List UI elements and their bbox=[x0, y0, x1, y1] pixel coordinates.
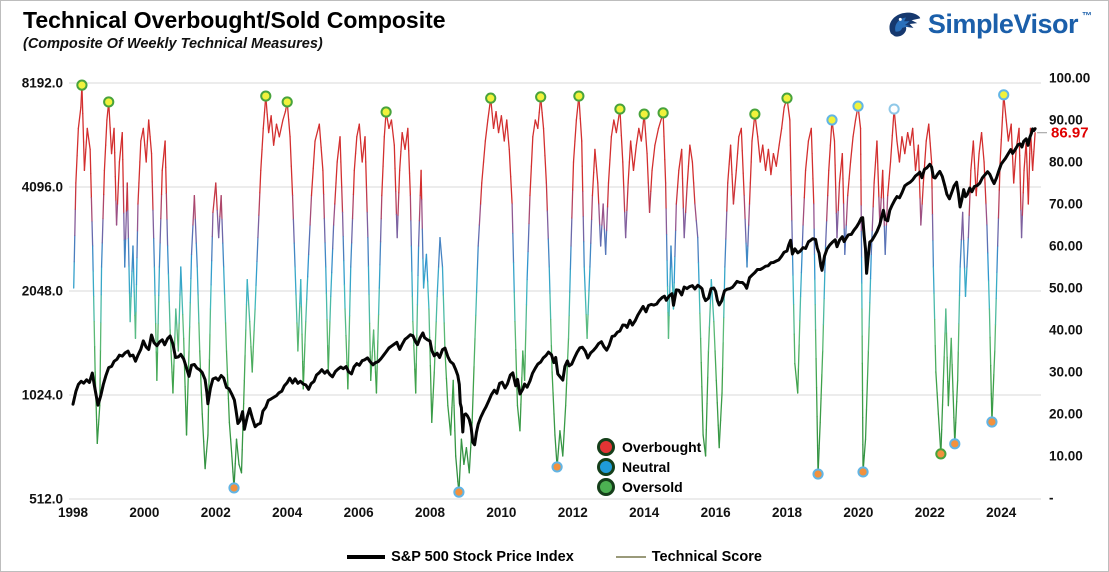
technical-score-line-swatch bbox=[615, 556, 646, 558]
overbought-marker bbox=[638, 108, 650, 120]
right-axis-tick-label: 30.00 bbox=[1049, 365, 1083, 380]
overbought-marker bbox=[260, 90, 272, 102]
left-axis-tick-label: 8192.0 bbox=[22, 76, 63, 91]
right-axis-tick-label: 50.00 bbox=[1049, 281, 1083, 296]
x-axis-tick-label: 2018 bbox=[772, 505, 803, 520]
overbought-marker bbox=[781, 92, 793, 104]
eagle-icon bbox=[889, 12, 921, 37]
overbought-marker bbox=[852, 100, 864, 112]
right-axis-tick-label: 70.00 bbox=[1049, 197, 1083, 212]
right-axis-tick-label: 40.00 bbox=[1049, 323, 1083, 338]
overbought-marker bbox=[657, 107, 669, 119]
bottom-legend: S&P 500 Stock Price Index Technical Scor… bbox=[1, 549, 1108, 565]
x-axis-tick-label: 2002 bbox=[201, 505, 231, 520]
oversold-marker bbox=[986, 416, 998, 428]
sp500-line-swatch bbox=[347, 555, 386, 559]
oversold-marker bbox=[228, 482, 240, 494]
oversold-marker bbox=[935, 448, 947, 460]
trademark-symbol: ™ bbox=[1082, 11, 1092, 22]
right-axis-tick-label: 90.00 bbox=[1049, 113, 1083, 128]
x-axis-tick-label: 2024 bbox=[986, 505, 1017, 520]
chart-subtitle: (Composite Of Weekly Technical Measures) bbox=[23, 36, 323, 52]
right-axis-tick-label: 100.00 bbox=[1049, 71, 1090, 86]
right-axis-tick-label: 10.00 bbox=[1049, 449, 1083, 464]
left-axis-tick-label: 4096.0 bbox=[22, 180, 63, 195]
x-axis-tick-label: 2016 bbox=[701, 505, 732, 520]
legend-label-technical-score: Technical Score bbox=[651, 549, 762, 565]
x-axis-tick-label: 2010 bbox=[486, 505, 516, 520]
oversold-marker bbox=[949, 438, 961, 450]
simplevisor-logo: SimpleVisor ™ bbox=[886, 9, 1092, 41]
legend-item-oversold: Oversold bbox=[597, 477, 701, 497]
overbought-marker bbox=[76, 79, 88, 91]
overbought-marker bbox=[485, 92, 497, 104]
left-axis-tick-label: 512.0 bbox=[29, 492, 63, 507]
oversold-marker bbox=[551, 461, 563, 473]
overbought-marker bbox=[573, 90, 585, 102]
technical-score-series bbox=[73, 84, 1036, 493]
x-axis-tick-label: 2004 bbox=[272, 505, 303, 520]
legend-item-overbought: Overbought bbox=[597, 437, 701, 457]
overbought-marker bbox=[535, 91, 547, 103]
overbought-dot-icon bbox=[597, 438, 615, 456]
legend-item-neutral: Neutral bbox=[597, 457, 701, 477]
overbought-marker bbox=[749, 108, 761, 120]
overbought-marker bbox=[826, 114, 838, 126]
legend-label-overbought: Overbought bbox=[622, 439, 702, 455]
right-axis-tick-label: 60.00 bbox=[1049, 239, 1083, 254]
legend-label-oversold: Oversold bbox=[622, 479, 683, 495]
x-axis-tick-label: 2022 bbox=[915, 505, 945, 520]
x-axis-tick-label: 2012 bbox=[558, 505, 588, 520]
left-axis-tick-label: 1024.0 bbox=[22, 388, 63, 403]
legend-item-sp500: S&P 500 Stock Price Index bbox=[347, 549, 574, 565]
oversold-marker bbox=[812, 468, 824, 480]
legend-label-sp500: S&P 500 Stock Price Index bbox=[391, 549, 574, 565]
legend-label-neutral: Neutral bbox=[622, 459, 671, 475]
x-axis-tick-label: 2006 bbox=[344, 505, 375, 520]
overbought-marker bbox=[998, 89, 1010, 101]
overbought-marker bbox=[614, 103, 626, 115]
oversold-marker bbox=[857, 466, 869, 478]
page-title: Technical Overbought/Sold Composite bbox=[23, 7, 446, 33]
x-axis-tick-label: 2008 bbox=[415, 505, 446, 520]
left-axis-tick-label: 2048.0 bbox=[22, 284, 63, 299]
overbought-marker bbox=[380, 106, 392, 118]
neutral-open-marker bbox=[888, 103, 900, 115]
overbought-marker bbox=[281, 96, 293, 108]
sp500-line bbox=[71, 127, 1037, 447]
overbought-marker bbox=[103, 96, 115, 108]
x-axis-tick-label: 2014 bbox=[629, 505, 660, 520]
x-axis-tick-label: 2000 bbox=[129, 505, 159, 520]
last-value-label: 86.97 bbox=[1051, 125, 1089, 142]
score-legend: Overbought Neutral Oversold bbox=[597, 437, 701, 497]
right-axis-tick-label: - bbox=[1049, 491, 1054, 506]
oversold-dot-icon bbox=[597, 478, 615, 496]
right-axis-tick-label: 80.00 bbox=[1049, 155, 1083, 170]
legend-item-technical-score: Technical Score bbox=[615, 549, 762, 565]
neutral-dot-icon bbox=[597, 458, 615, 476]
right-axis-tick-label: 20.00 bbox=[1049, 407, 1083, 422]
brand-name: SimpleVisor bbox=[927, 9, 1079, 39]
oversold-marker bbox=[453, 486, 465, 498]
chart-header: Technical Overbought/Sold Composite (Com… bbox=[23, 7, 446, 52]
x-axis-tick-label: 2020 bbox=[843, 505, 873, 520]
x-axis-tick-label: 1998 bbox=[58, 505, 89, 520]
